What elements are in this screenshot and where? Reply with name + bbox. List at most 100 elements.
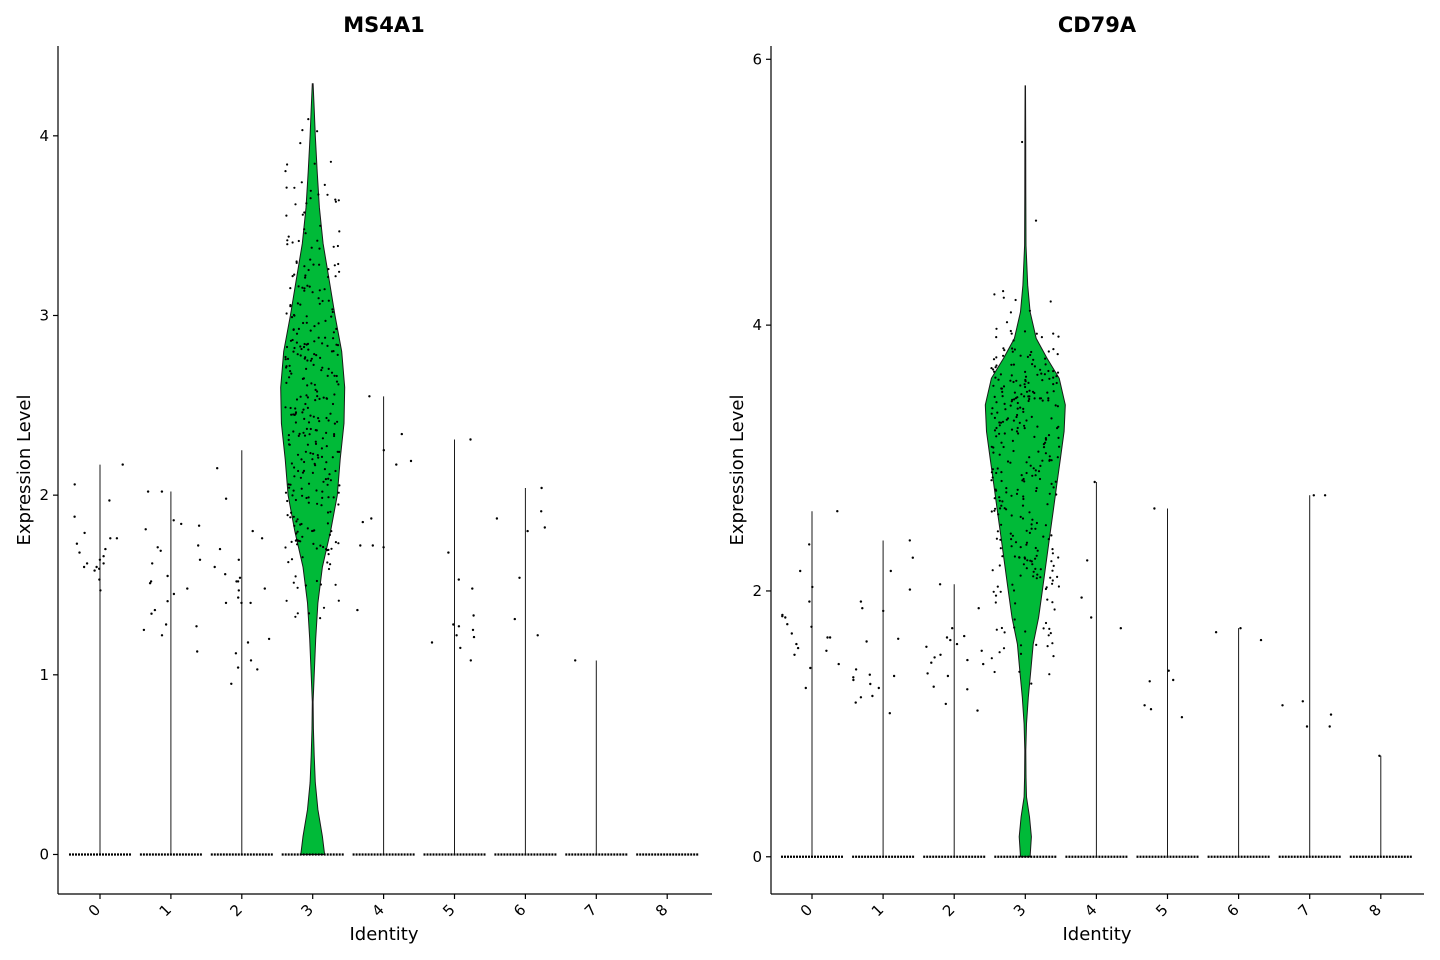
data-point xyxy=(447,551,450,554)
data-point xyxy=(304,402,307,406)
data-point xyxy=(335,380,339,383)
data-point xyxy=(1042,627,1045,630)
data-point xyxy=(303,287,306,290)
data-point xyxy=(317,322,320,325)
data-point xyxy=(329,160,332,163)
data-point xyxy=(911,556,914,559)
data-point xyxy=(1026,355,1029,358)
data-point xyxy=(327,553,330,556)
data-point xyxy=(1000,441,1003,444)
data-point xyxy=(1036,549,1039,552)
data-point xyxy=(993,429,997,432)
data-point xyxy=(1020,474,1023,477)
data-point xyxy=(304,232,307,235)
data-point xyxy=(1050,534,1053,537)
data-point xyxy=(330,350,334,353)
data-point xyxy=(327,477,330,480)
data-point xyxy=(932,685,935,688)
x-tick-label: 1 xyxy=(156,901,175,920)
x-tick-label: 2 xyxy=(939,901,958,920)
data-point xyxy=(1042,535,1045,538)
data-point xyxy=(291,338,294,342)
data-point xyxy=(356,608,359,612)
data-point xyxy=(304,584,307,587)
data-point xyxy=(1003,631,1006,634)
data-point xyxy=(990,445,993,448)
data-point xyxy=(1022,495,1025,498)
data-point xyxy=(1052,370,1055,373)
data-point xyxy=(150,612,153,615)
data-point xyxy=(318,247,321,250)
data-point xyxy=(326,561,329,564)
data-point xyxy=(334,583,337,586)
data-point xyxy=(994,594,998,597)
data-point xyxy=(1024,630,1027,633)
data-point xyxy=(330,530,333,533)
data-point xyxy=(83,531,86,535)
data-point xyxy=(309,359,312,362)
data-point xyxy=(293,475,296,478)
data-point xyxy=(324,319,327,322)
data-point xyxy=(299,142,302,145)
data-point xyxy=(321,366,324,369)
data-point xyxy=(1281,704,1284,707)
data-point xyxy=(304,274,307,277)
data-point xyxy=(327,275,330,279)
data-point xyxy=(108,499,111,502)
data-point xyxy=(295,341,298,344)
data-point xyxy=(315,579,318,583)
data-point xyxy=(1024,370,1027,373)
data-point xyxy=(1025,529,1028,532)
data-point xyxy=(328,533,331,537)
data-point xyxy=(991,407,994,410)
data-point xyxy=(296,518,299,521)
data-point xyxy=(322,545,325,549)
data-point xyxy=(314,464,317,467)
data-point xyxy=(1028,309,1031,312)
data-point xyxy=(313,340,316,343)
category-points xyxy=(1214,627,1263,642)
x-tick-label: 4 xyxy=(1081,901,1100,920)
data-point xyxy=(305,202,308,205)
data-point xyxy=(1016,401,1019,405)
data-point xyxy=(306,359,309,362)
data-point xyxy=(286,243,289,246)
data-point xyxy=(1000,471,1003,474)
data-point xyxy=(300,487,303,490)
data-point xyxy=(295,520,298,523)
data-point xyxy=(1044,438,1048,441)
data-point xyxy=(1047,350,1050,353)
data-point xyxy=(1048,458,1051,461)
data-point xyxy=(291,241,294,244)
data-point xyxy=(197,524,201,527)
data-point xyxy=(335,343,338,346)
data-point xyxy=(1027,381,1030,384)
x-tick-label: 2 xyxy=(227,901,246,920)
data-point xyxy=(321,342,324,345)
data-point xyxy=(1033,397,1036,400)
data-point xyxy=(333,264,336,267)
data-point xyxy=(314,440,317,443)
data-point xyxy=(326,374,329,377)
data-point xyxy=(1009,329,1012,333)
data-point xyxy=(868,673,871,676)
data-point xyxy=(294,412,297,415)
data-point xyxy=(318,263,321,266)
data-point xyxy=(337,383,340,386)
data-point xyxy=(472,614,475,617)
data-point xyxy=(1001,420,1005,423)
data-point xyxy=(1058,445,1061,448)
data-point xyxy=(300,458,303,461)
data-point xyxy=(336,244,339,248)
violin-shape xyxy=(280,83,346,855)
data-point xyxy=(337,262,340,266)
data-point xyxy=(1013,391,1017,394)
data-point xyxy=(540,510,543,513)
data-point xyxy=(1047,369,1050,373)
data-point xyxy=(1032,358,1035,361)
data-point xyxy=(1045,586,1048,589)
category-points xyxy=(852,539,914,715)
data-point xyxy=(237,558,240,561)
data-point xyxy=(327,419,330,422)
